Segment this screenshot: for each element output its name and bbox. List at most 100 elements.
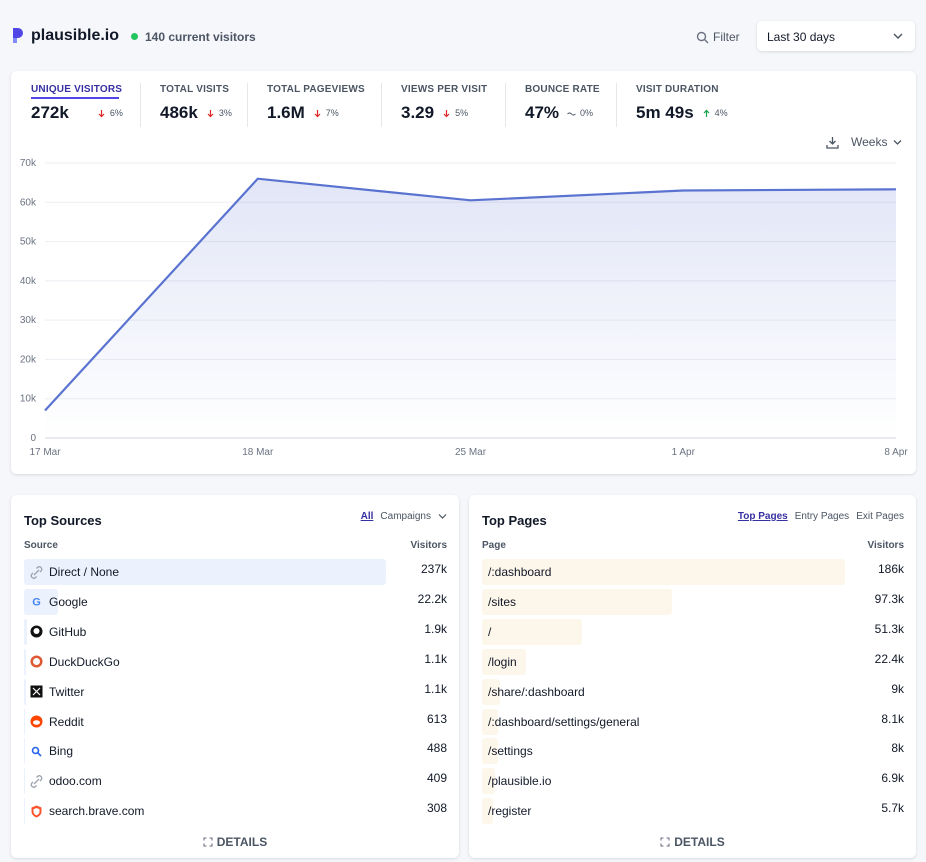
row-value: 1.9k — [424, 621, 447, 636]
filter-button[interactable]: Filter — [696, 29, 740, 45]
metric-row: 47% 0% — [525, 103, 600, 123]
metric[interactable]: VISIT DURATION 5m 49s 4% — [636, 84, 728, 123]
x-tick-label: 18 Mar — [242, 447, 274, 458]
row-value: 6.9k — [881, 771, 904, 786]
row-value: 613 — [426, 711, 447, 726]
bar — [24, 768, 25, 795]
source-icon — [30, 655, 43, 668]
row-label: /:dashboard — [488, 565, 551, 579]
list-row[interactable]: search.brave.com 308 — [24, 798, 447, 825]
source-icon — [30, 715, 43, 728]
metric-value: 47% — [525, 103, 560, 122]
bar — [24, 588, 58, 615]
y-tick-label: 0 — [30, 433, 36, 444]
metric-value: 272k — [31, 103, 69, 122]
metric-label: UNIQUE VISITORS — [31, 84, 123, 95]
list-row[interactable]: /register 5.7k — [482, 798, 904, 825]
tabs: All Campaigns — [361, 511, 447, 522]
tab[interactable]: All — [360, 511, 374, 522]
tabs: Top Pages Entry Pages Exit Pages — [738, 511, 904, 522]
expand-icon — [203, 837, 213, 847]
metric-change: 6% — [109, 108, 123, 118]
bar — [24, 559, 386, 585]
list-row[interactable]: Bing 488 — [24, 738, 447, 765]
metric-change: 0% — [580, 108, 594, 118]
y-tick-label: 10k — [20, 394, 37, 405]
current-visitors[interactable]: 140 current visitors — [145, 30, 256, 44]
list-row[interactable]: /:dashboard/settings/general 8.1k — [482, 708, 904, 735]
expand-path — [660, 837, 670, 847]
details-label: DETAILS — [674, 835, 725, 849]
list-row[interactable]: Direct / None 237k — [24, 559, 447, 585]
change-arrow — [207, 109, 214, 117]
metric[interactable]: TOTAL VISITS 486k 3% — [160, 84, 232, 123]
bar — [482, 768, 496, 795]
tab[interactable]: Campaigns — [380, 511, 431, 522]
list-row[interactable]: DuckDuckGo 1.1k — [24, 648, 447, 675]
list-row[interactable]: /sites 97.3k — [482, 588, 904, 615]
row-name: Reddit — [49, 714, 84, 729]
row-value: 186k — [877, 562, 904, 576]
source-icon — [31, 746, 42, 757]
change-arrow — [443, 109, 450, 117]
list-row[interactable]: Reddit 613 — [24, 708, 447, 735]
bar — [482, 559, 845, 585]
metric[interactable]: UNIQUE VISITORS 272k 6% — [31, 84, 123, 123]
metric[interactable]: TOTAL PAGEVIEWS 1.6M 7% — [267, 84, 365, 123]
tab[interactable]: Top Pages — [737, 511, 788, 522]
row-name: Direct / None — [49, 565, 120, 579]
column-header: Source — [24, 540, 58, 551]
row-name: odoo.com — [49, 774, 102, 789]
y-tick-label: 40k — [20, 276, 37, 287]
tab[interactable]: Exit Pages — [856, 511, 904, 522]
row-name: /:dashboard/settings/general — [488, 714, 640, 729]
list-row[interactable]: /:dashboard 186k — [482, 559, 904, 585]
download-icon[interactable] — [826, 136, 839, 149]
change-arrow — [314, 109, 321, 117]
area — [45, 178, 896, 438]
x-tick-label: 25 Mar — [455, 447, 487, 458]
pages-card: Top Pages Top Pages Entry Pages Exit Pages P… — [469, 495, 916, 858]
metric-value: 5m 49s — [636, 103, 694, 122]
x-tick-label: 17 Mar — [29, 447, 61, 458]
row-name: Bing — [49, 744, 74, 759]
row-label: G Google — [30, 595, 87, 609]
metric-divider — [140, 83, 141, 127]
row-label: DuckDuckGo — [30, 655, 120, 669]
list-row[interactable]: G Google 22.2k — [24, 588, 447, 615]
metric[interactable]: BOUNCE RATE 47% 0% — [525, 84, 600, 123]
row-name: /login — [488, 654, 517, 669]
details-button[interactable]: DETAILS — [11, 835, 459, 849]
metric-label: VIEWS PER VISIT — [401, 84, 488, 95]
column-header: Visitors — [867, 540, 905, 551]
metric[interactable]: VIEWS PER VISIT 3.29 5% — [401, 84, 487, 123]
expand-path — [203, 837, 213, 847]
row-name: /sites — [488, 594, 517, 609]
source-icon — [30, 774, 43, 788]
period-picker[interactable]: Last 30 days — [757, 21, 915, 51]
row-label: /sites — [488, 595, 516, 609]
list-row[interactable]: /plausible.io 6.9k — [482, 768, 904, 795]
x-tick-label: 8 Apr — [884, 447, 908, 458]
list-row[interactable]: odoo.com 409 — [24, 768, 447, 795]
site-name[interactable]: plausible.io — [31, 27, 120, 44]
list-row[interactable]: Twitter 1.1k — [24, 678, 447, 705]
bar — [24, 678, 26, 705]
list-row[interactable]: /settings 8k — [482, 738, 904, 765]
list-row[interactable]: /login 22.4k — [482, 648, 904, 675]
metrics: UNIQUE VISITORS 272k 6% TOTAL VISITS 486k 3% T… — [11, 71, 916, 131]
list-row[interactable]: /share/:dashboard 9k — [482, 678, 904, 705]
details-button[interactable]: DETAILS — [469, 835, 916, 849]
metric-value: 3.29 — [401, 103, 435, 122]
row-name: /share/:dashboard — [488, 684, 585, 699]
metric-label: VISIT DURATION — [636, 84, 719, 95]
metric-label: TOTAL PAGEVIEWS — [267, 84, 365, 95]
list-row[interactable]: / 51.3k — [482, 618, 904, 645]
tab[interactable]: Entry Pages — [794, 511, 850, 522]
y-tick-label: 50k — [20, 237, 37, 248]
metric-divider — [381, 83, 382, 127]
metric-row: 272k 6% — [31, 103, 123, 123]
row-label: Twitter — [30, 685, 84, 699]
list-row[interactable]: GitHub 1.9k — [24, 618, 447, 645]
interval-picker[interactable]: Weeks — [851, 135, 888, 149]
